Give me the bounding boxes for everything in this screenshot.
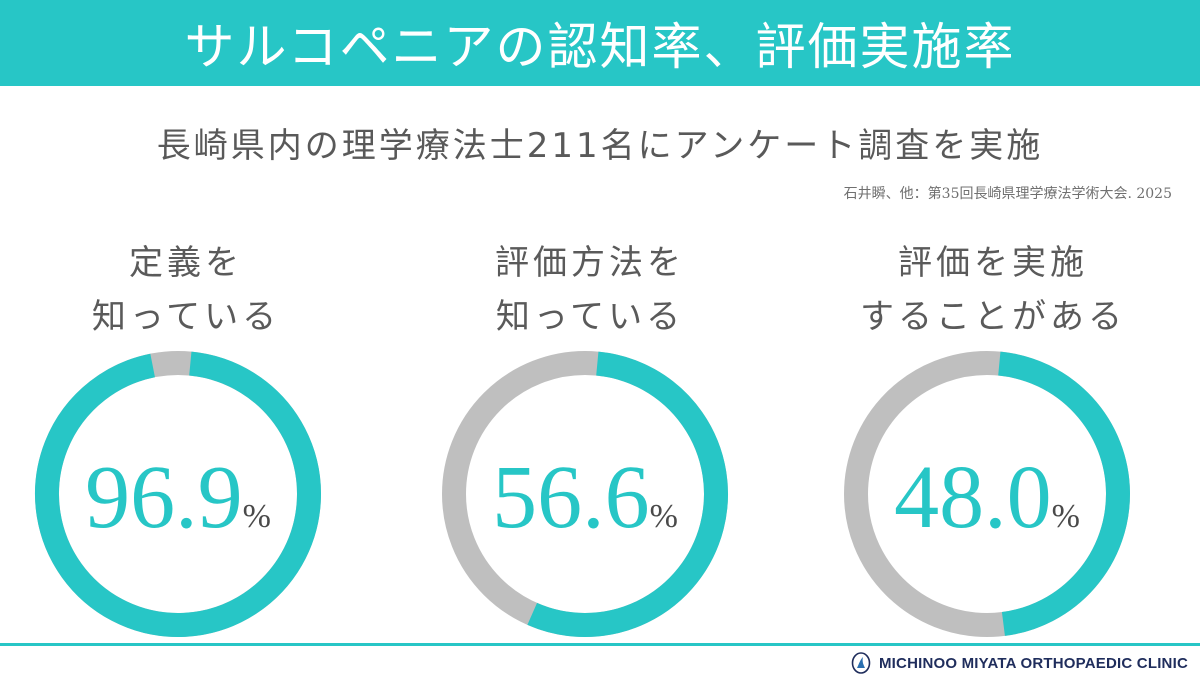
- donut-chart-definition: 96.9%: [35, 351, 321, 637]
- clinic-name: MICHINOO MIYATA ORTHOPAEDIC CLINIC: [878, 654, 1188, 672]
- page-title: サルコペニアの認知率、評価実施率: [184, 18, 1016, 76]
- percentage-label: 56.6%: [492, 448, 678, 547]
- donut-value-arc: [998, 351, 1130, 636]
- title-banner: サルコペニアの認知率、評価実施率: [0, 0, 1200, 86]
- percentage-value: 96.9: [85, 448, 243, 547]
- chart-title-line: 定義を: [129, 243, 243, 283]
- percentage-label: 48.0%: [894, 448, 1080, 547]
- percentage-value: 48.0: [894, 448, 1052, 547]
- footer-divider: [0, 643, 1200, 646]
- chart-title-line: 評価を実施: [898, 243, 1088, 283]
- chart-title-line: 評価方法を: [495, 243, 685, 283]
- chart-panel-definition: 定義を 知っている 96.9%: [31, 236, 341, 637]
- chart-title-line: 知っている: [495, 297, 685, 337]
- percent-sign: %: [243, 498, 271, 535]
- percentage-value: 56.6: [492, 448, 650, 547]
- donut-chart-implementation: 48.0%: [844, 351, 1130, 637]
- donut-value-arc: [527, 351, 728, 637]
- donut-chart-method: 56.6%: [442, 351, 728, 637]
- chart-title-line: 知っている: [91, 297, 281, 337]
- clinic-logo-icon: [851, 652, 871, 674]
- percent-sign: %: [1052, 498, 1080, 535]
- chart-panel-method: 評価方法を 知っている 56.6%: [435, 236, 745, 637]
- chart-title-line: することがある: [860, 297, 1126, 337]
- donut-value-arc: [35, 351, 321, 637]
- survey-subtitle: 長崎県内の理学療法士211名にアンケート調査を実施: [156, 126, 1044, 166]
- citation: 石井瞬、他：第35回長崎県理学療法学術大会. 2025: [843, 186, 1172, 202]
- chart-panel-implementation: 評価を実施 することがある 48.0%: [838, 236, 1148, 637]
- percent-sign: %: [650, 498, 678, 535]
- footer: MICHINOO MIYATA ORTHOPAEDIC CLINIC: [851, 650, 1188, 676]
- percentage-label: 96.9%: [85, 448, 271, 547]
